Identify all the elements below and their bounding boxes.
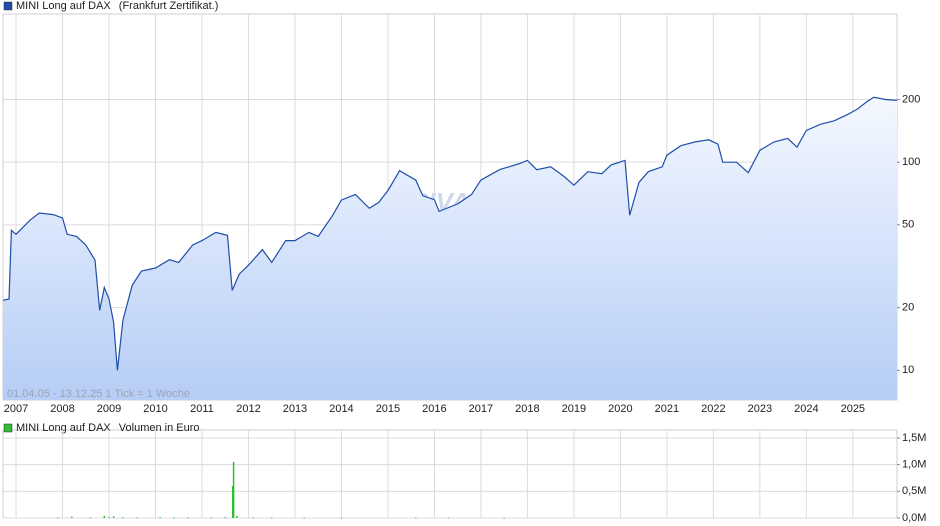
x-tick-label: 2007: [4, 403, 28, 415]
x-tick-label: 2014: [329, 403, 353, 415]
volume-bar: [415, 517, 417, 519]
volume-bar: [89, 517, 92, 519]
volume-bar: [231, 486, 234, 518]
x-tick-label: 2019: [562, 403, 586, 415]
x-tick-label: 2024: [794, 403, 818, 415]
volume-bar: [71, 516, 73, 518]
volume-bar: [303, 517, 306, 519]
y-tick-label: 100: [902, 156, 920, 168]
x-tick-label: 2011: [190, 403, 214, 415]
x-tick-label: 2016: [422, 403, 446, 415]
y-tick-label: 1,0M: [902, 459, 926, 471]
volume-bar: [187, 517, 189, 519]
legend-subtitle: (Frankfurt Zertifikat.): [119, 0, 219, 12]
x-tick-label: 2018: [515, 403, 539, 415]
x-tick-label: 2025: [841, 403, 865, 415]
legend-swatch: [3, 423, 13, 433]
x-tick-label: 2022: [701, 403, 725, 415]
volume-bar: [503, 517, 505, 519]
y-tick-label: 10: [902, 364, 914, 376]
x-tick-label: 2013: [283, 403, 307, 415]
volume-bar: [270, 517, 273, 519]
x-tick-label: 2009: [97, 403, 121, 415]
x-tick-label: 2010: [143, 403, 167, 415]
legend-label: MINI Long auf DAX: [16, 0, 111, 12]
volume-bar: [236, 515, 238, 518]
y-tick-label: 0,5M: [902, 485, 926, 497]
x-tick-label: 2023: [748, 403, 772, 415]
volume-bar: [173, 517, 175, 519]
price-line: [2, 96, 898, 371]
volume-bar: [340, 517, 343, 519]
volume-bar: [136, 517, 138, 519]
x-tick-label: 2012: [236, 403, 260, 415]
x-tick-label: 2017: [469, 403, 493, 415]
legend-subtitle: Volumen in Euro: [119, 422, 200, 434]
legend-label: MINI Long auf DAX: [16, 422, 111, 434]
y-tick-label: 1,5M: [902, 432, 926, 444]
volume-bar: [57, 517, 59, 519]
annotation: 01.04.05 - 13.12.25 1 Tick = 1 Woche: [7, 388, 190, 400]
x-tick-label: 2008: [50, 403, 74, 415]
x-tick-label: 2021: [655, 403, 679, 415]
volume-bar: [224, 517, 226, 518]
volume-bar: [252, 517, 254, 519]
volume-bar: [447, 517, 450, 519]
x-tick-label: 2015: [376, 403, 400, 415]
volume-bar: [232, 462, 235, 518]
volume-bar: [122, 517, 124, 519]
volume-bar: [103, 515, 106, 518]
x-tick-label: 2020: [608, 403, 632, 415]
plot-area: [2, 429, 898, 519]
volume-bar: [112, 516, 115, 518]
legend-swatch: [3, 1, 13, 11]
volume-bar: [210, 517, 213, 519]
y-tick-label: 20: [902, 302, 914, 314]
volume-bar: [159, 517, 161, 518]
y-tick-label: 200: [902, 93, 920, 105]
y-tick-label: 50: [902, 219, 914, 231]
price-area: [3, 97, 897, 401]
volume-bar: [108, 517, 110, 518]
y-tick-label: 0,0M: [902, 512, 926, 524]
